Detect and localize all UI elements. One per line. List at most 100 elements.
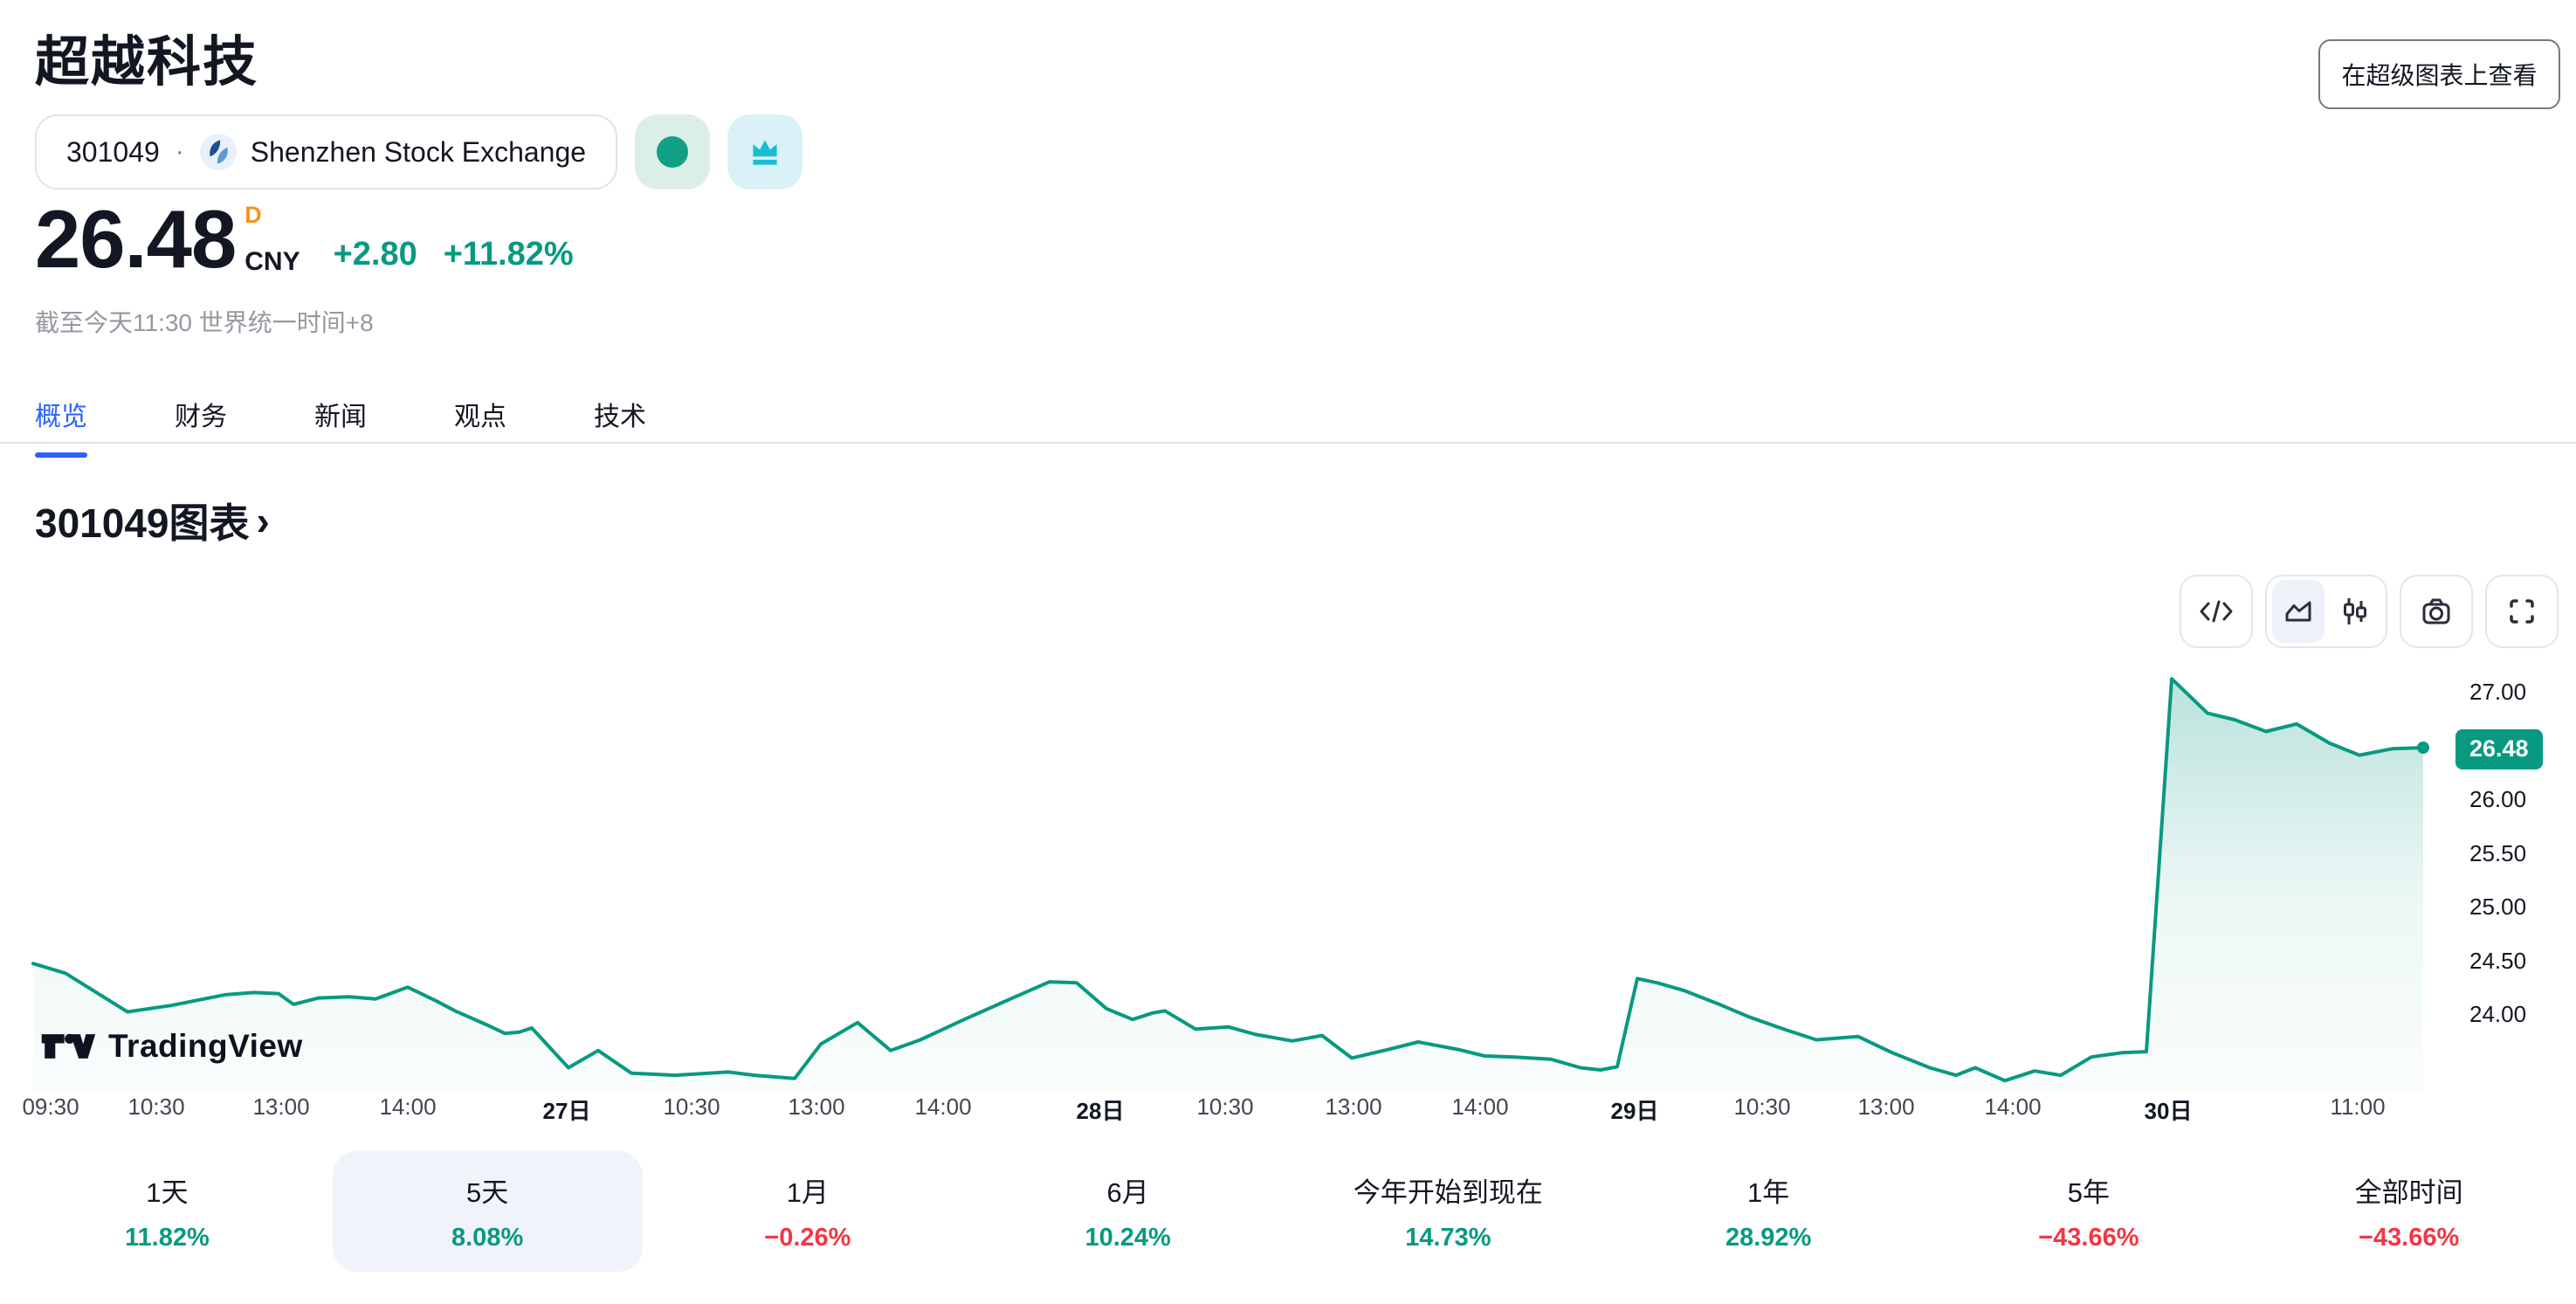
tradingview-wordmark: TradingView [108,1028,303,1064]
range-performance: 8.08% [451,1224,524,1252]
time-axis-label: 10:30 [1196,1094,1254,1120]
time-axis-label: 10:30 [127,1094,185,1120]
range-performance: −0.26% [764,1224,851,1252]
time-axis-label: 13:00 [1325,1094,1382,1120]
area-chart-button[interactable] [2272,580,2325,643]
price-axis-label: 24.50 [2469,947,2527,974]
chevron-right-icon: › [256,498,270,543]
chart-heading-text: 301049图表 [35,500,250,546]
exchange-name: Shenzhen Stock Exchange [250,135,587,168]
series-area [33,679,2423,1094]
market-status-dot-icon [657,136,689,168]
tradingview-attribution[interactable]: TradingView [40,1027,303,1066]
fullscreen-icon [2510,599,2534,624]
tab-ideas[interactable]: 观点 [454,395,506,458]
range-button-1d[interactable]: 1天 11.82% [12,1151,322,1272]
symbol-code: 301049 [66,135,160,168]
symbol-row: 301049 · Shenzhen Stock Exchange [35,114,803,190]
chart-canvas[interactable] [0,646,2576,1109]
range-performance: 14.73% [1405,1224,1491,1252]
time-axis-label: 14:00 [914,1094,972,1120]
range-label: 5天 [466,1177,509,1208]
open-superchart-button[interactable]: 在超级图表上查看 [2318,39,2560,109]
price-axis-label: 24.00 [2469,1001,2527,1027]
time-axis-label: 11:00 [2330,1094,2386,1120]
range-button-5d[interactable]: 5天 8.08% [332,1151,643,1272]
price-axis-label: 27.00 [2469,679,2527,705]
tab-financials[interactable]: 财务 [175,395,227,458]
range-button-1m[interactable]: 1月 −0.26% [653,1151,963,1272]
range-button-5y[interactable]: 5年 −43.66% [1934,1151,2244,1272]
symbol-separator: · [175,137,184,166]
range-selector: 1天 11.82% 5天 8.08% 1月 −0.26% 6月 10.24% 今年开始到现在 14… [7,1151,2569,1272]
shenzhen-exchange-icon [199,134,237,170]
chart-section-heading[interactable]: 301049图表 › [35,492,270,549]
time-axis-label: 09:30 [22,1094,79,1120]
active-tab-underline [35,452,87,458]
time-axis-label: 14:00 [1451,1094,1509,1120]
range-button-all[interactable]: 全部时间 −43.66% [2254,1151,2564,1272]
series-line [31,677,2425,1083]
tab-news[interactable]: 新闻 [314,395,367,458]
time-axis-label: 14:00 [1984,1094,2042,1120]
tradingview-logo-icon [41,1033,96,1059]
time-axis-label: 30日 [2144,1098,2193,1124]
range-performance: 28.92% [1725,1224,1812,1252]
change-percent: +11.82% [443,236,574,273]
range-label: 1年 [1747,1177,1790,1208]
time-axis-label: 10:30 [1733,1094,1791,1120]
time-axis-label: 10:30 [663,1094,720,1120]
time-axis-label: 28日 [1076,1098,1125,1124]
tabs-divider [0,442,2576,444]
candles-icon [2344,598,2366,624]
tab-label: 观点 [454,403,506,431]
price-axis-label: 25.00 [2469,893,2527,920]
time-axis-label: 14:00 [379,1094,437,1120]
time-axis-label: 13:00 [1857,1094,1915,1120]
range-button-1y[interactable]: 1年 28.92% [1614,1151,1924,1272]
code-view-icon [2200,600,2233,623]
snapshot-button[interactable] [2400,575,2473,648]
last-price-dot-icon [2417,742,2429,754]
quote-change: +2.80 +11.82% [334,236,574,277]
as-of-timestamp: 截至今天11:30 世界统一时间+8 [35,309,374,336]
candles-button[interactable] [2328,580,2380,643]
range-label: 今年开始到现在 [1353,1177,1543,1208]
price-axis-label: 25.50 [2469,839,2527,866]
crown-icon [753,140,777,165]
price-chart[interactable]: 27.00 26.00 25.50 25.00 24.50 24.00 26.48 09:… [0,646,2576,1135]
range-label: 全部时间 [2354,1177,2463,1208]
chart-style-switcher [2265,575,2387,648]
quote-row: 26.48 D CNY +2.80 +11.82% [35,193,574,285]
upgrade-button[interactable] [727,114,803,190]
range-label: 1月 [786,1177,829,1208]
tab-overview[interactable]: 概览 [35,395,87,458]
tab-label: 技术 [594,403,646,431]
area-chart-icon [2285,601,2311,622]
symbol-badge[interactable]: 301049 · Shenzhen Stock Exchange [35,114,618,190]
last-price: 26.48 [35,193,237,285]
range-button-6m[interactable]: 6月 10.24% [973,1151,1283,1272]
time-axis-label: 13:00 [252,1094,310,1120]
camera-icon [2422,598,2450,624]
tab-label: 新闻 [314,403,367,431]
interval-badge: D [245,202,262,229]
range-label: 5年 [2067,1177,2110,1208]
range-button-ytd[interactable]: 今年开始到现在 14.73% [1293,1151,1603,1272]
change-absolute: +2.80 [333,236,417,273]
last-price-label: 26.48 [2455,728,2543,769]
range-performance: 11.82% [124,1224,210,1252]
page-title: 超越科技 [35,32,259,93]
range-performance: −43.66% [2358,1224,2460,1252]
market-status-button[interactable] [635,114,711,190]
range-performance: −43.66% [2038,1224,2139,1252]
quote-meta: D CNY [245,202,300,277]
time-axis-label: 29日 [1610,1098,1659,1124]
currency-label: CNY [245,247,300,277]
fullscreen-button[interactable] [2485,575,2559,648]
code-view-button[interactable] [2180,575,2253,648]
tab-technicals[interactable]: 技术 [594,395,646,458]
tab-label: 财务 [175,403,227,431]
chart-toolbar [2180,575,2559,648]
